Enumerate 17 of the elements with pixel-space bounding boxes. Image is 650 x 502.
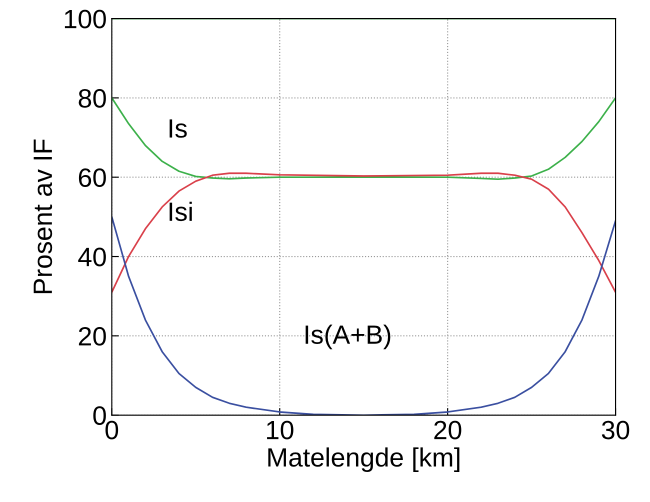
line-series bbox=[112, 97, 616, 180]
y-tick-label: 40 bbox=[78, 248, 106, 266]
x-tick-label: 20 bbox=[434, 420, 462, 440]
y-tick-label: 60 bbox=[78, 168, 106, 188]
y-tick-label: 0 bbox=[93, 406, 106, 425]
line-series bbox=[112, 172, 616, 294]
y-tick-label: 100 bbox=[64, 10, 106, 28]
x-axis-title: Matelengde [km] bbox=[268, 447, 460, 472]
x-tick-label: 30 bbox=[602, 420, 630, 440]
series-label: Isi bbox=[170, 202, 192, 222]
y-axis-title: Prosent av IF bbox=[34, 139, 52, 294]
y-tick-label: 20 bbox=[78, 326, 106, 346]
series-label: Is bbox=[170, 119, 187, 138]
x-tick-label: 10 bbox=[267, 420, 294, 440]
text: Is(A+B) bbox=[306, 324, 390, 350]
x-tick-label: 0 bbox=[105, 420, 118, 440]
y-tick-label: 80 bbox=[78, 89, 106, 108]
